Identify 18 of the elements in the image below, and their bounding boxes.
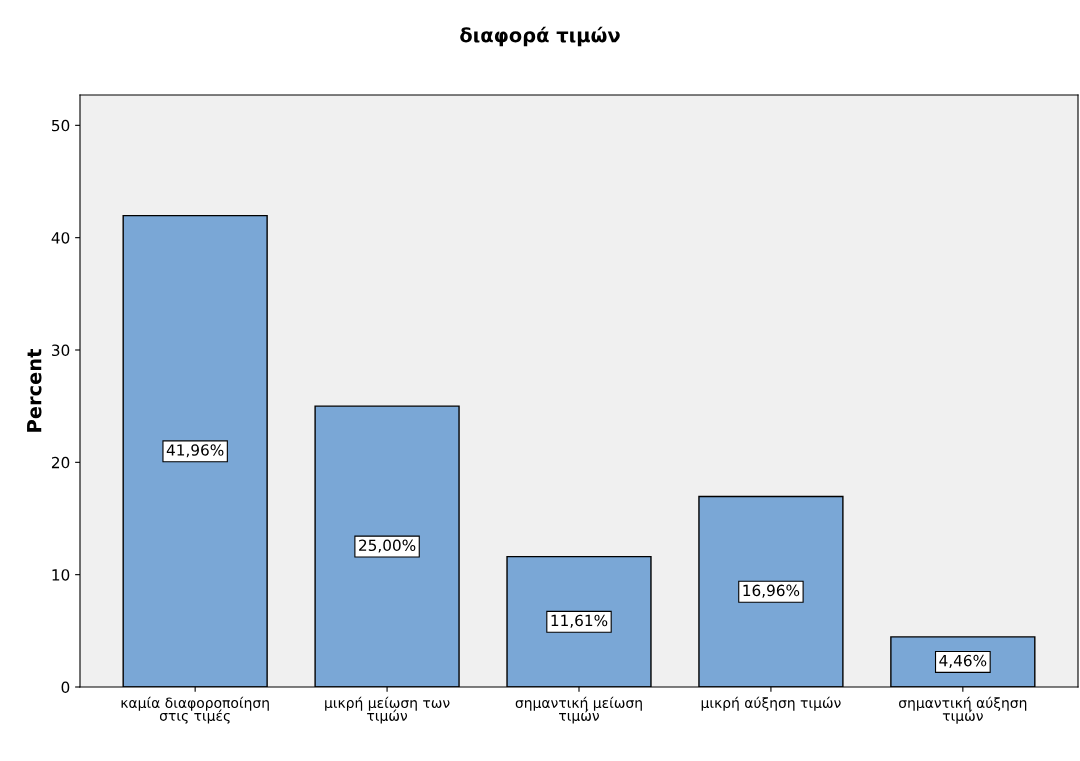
y-tick-label: 0: [61, 681, 70, 694]
data-label: 25,00%: [359, 539, 416, 553]
chart-title: διαφορά τιμών: [460, 26, 620, 47]
y-axis-title: Percent: [27, 349, 42, 432]
x-tick-label: καμία διαφοροποίηση στις τιμές: [121, 696, 269, 724]
y-tick-label: 10: [52, 569, 70, 581]
y-tick-label: 30: [52, 344, 70, 357]
x-tick-label: μικρή αύξηση τιμών: [701, 696, 841, 711]
y-tick-label: 40: [51, 232, 70, 244]
x-tick-label: σημαντική αύξηση τιμών: [899, 696, 1027, 724]
data-label: 41,96%: [166, 444, 224, 458]
data-label: 11,61%: [551, 614, 608, 628]
x-tick-label: σημαντική μείωση τιμών: [515, 696, 642, 724]
data-label: 16,96%: [743, 584, 800, 598]
x-tick-label: μικρή μείωση των τιμών: [325, 696, 450, 724]
y-tick-label: 20: [51, 456, 70, 469]
data-label: 4,46%: [939, 654, 987, 668]
y-tick-label: 50: [52, 119, 70, 132]
